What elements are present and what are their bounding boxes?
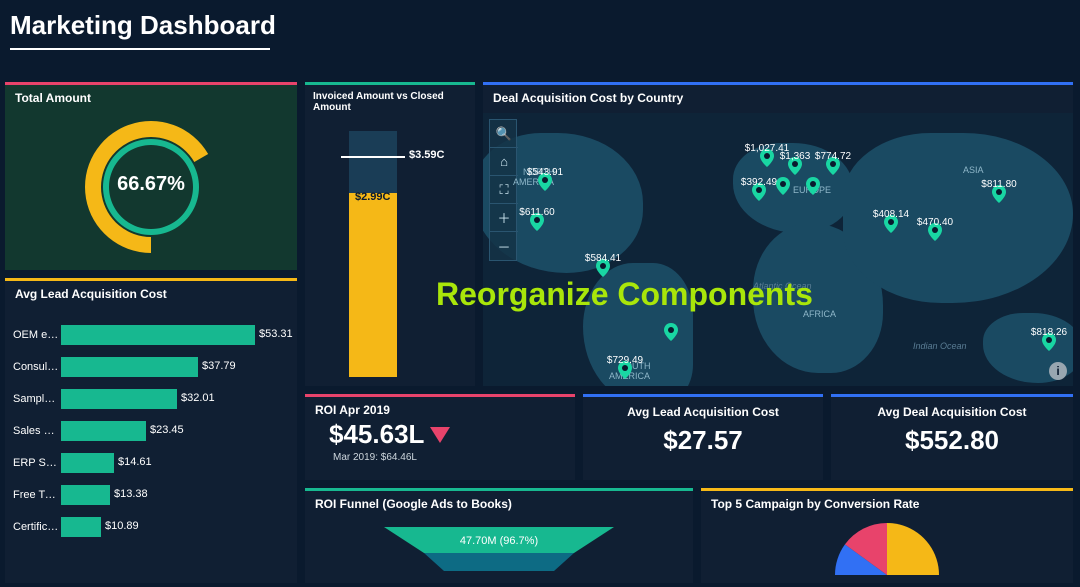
overlay-watermark: Reorganize Components	[436, 276, 813, 313]
title-underline	[10, 48, 270, 50]
bar-value: $14.61	[118, 456, 152, 468]
map-zoom-in-icon[interactable]: ＋	[490, 204, 518, 232]
bar-track: $32.01	[61, 389, 297, 409]
bar-label: Free Tutor..	[5, 489, 61, 501]
lead-bar-title: Avg Lead Acquisition Cost	[5, 281, 297, 319]
bar-fill	[61, 357, 198, 377]
bar-value: $32.01	[181, 392, 215, 404]
metric-deal-card: Avg Deal Acquisition Cost $552.80	[831, 394, 1073, 480]
invoiced-marker-line	[341, 156, 405, 158]
invoiced-title: Invoiced Amount vs Closed Amount	[305, 85, 475, 113]
map-body[interactable]: 🔍 ⌂ ⛶ ＋ － i Atlantic OceanIndian OceanNO…	[483, 113, 1073, 386]
top-campaign-body	[701, 511, 1073, 571]
metric-lead-card: Avg Lead Acquisition Cost $27.57	[583, 394, 823, 480]
continent-label: ASIA	[963, 165, 984, 175]
bar-value: $53.31	[259, 328, 293, 340]
invoiced-fill	[349, 193, 397, 377]
invoiced-body: $3.59C $2.99C	[305, 113, 475, 391]
funnel-chart: 47.70M (96.7%)	[369, 521, 629, 571]
map-pin-label: $818.26	[1031, 327, 1067, 338]
total-amount-donut: 66.67%	[5, 105, 297, 263]
roi-card: ROI Apr 2019 $45.63L Mar 2019: $64.46L	[305, 394, 575, 480]
map-info-icon[interactable]: i	[1049, 362, 1067, 380]
map-home-icon[interactable]: ⌂	[490, 148, 518, 176]
map-search-icon[interactable]: 🔍	[490, 120, 518, 148]
metric-deal-value: $552.80	[831, 419, 1073, 456]
map-pin-label: $774.72	[815, 151, 851, 162]
map-card: Deal Acquisition Cost by Country 🔍 ⌂ ⛶ ＋…	[483, 82, 1073, 386]
bar-label: Consulting..	[5, 361, 61, 373]
map-pin-label: $611.60	[519, 207, 554, 218]
funnel-card: ROI Funnel (Google Ads to Books) 47.70M …	[305, 488, 693, 583]
top-campaign-pie	[827, 515, 947, 575]
lead-bar-card: Avg Lead Acquisition Cost OEM e-bo.. $53.…	[5, 278, 297, 583]
bar-label: Certificat..	[5, 521, 61, 533]
bar-value: $13.38	[114, 488, 148, 500]
bar-value: $37.79	[202, 360, 236, 372]
bar-track: $23.45	[61, 421, 297, 441]
bar-label: ERP Sector	[5, 457, 61, 469]
bar-fill	[61, 453, 114, 473]
bar-track: $37.79	[61, 357, 297, 377]
bar-fill	[61, 389, 177, 409]
page-title: Marketing Dashboard	[10, 10, 276, 41]
metric-deal-title: Avg Deal Acquisition Cost	[831, 397, 1073, 419]
map-pin-label: $408.14	[873, 209, 909, 220]
trend-down-icon	[430, 427, 450, 443]
map-pin-label: $811.80	[981, 179, 1016, 190]
dashboard-root: { "page": { "title": "Marketing Dashboar…	[0, 0, 1080, 587]
bar-track: $13.38	[61, 485, 297, 505]
map-pin[interactable]	[806, 177, 820, 191]
funnel-title: ROI Funnel (Google Ads to Books)	[305, 491, 693, 511]
invoiced-card: Invoiced Amount vs Closed Amount $3.59C …	[305, 82, 475, 386]
map-title: Deal Acquisition Cost by Country	[483, 85, 1073, 105]
roi-subline: Mar 2019: $64.46L	[305, 450, 575, 463]
lead-bar-rows: OEM e-bo.. $53.31 Consulting.. $37.79 Sample…	[5, 319, 297, 543]
total-amount-title: Total Amount	[5, 85, 297, 105]
bar-fill	[61, 517, 101, 537]
total-amount-card: Total Amount 66.67%	[5, 82, 297, 270]
bar-row: ERP Sector $14.61	[5, 447, 297, 479]
top-campaign-title: Top 5 Campaign by Conversion Rate	[701, 491, 1073, 511]
bar-label: Sample G..	[5, 393, 61, 405]
map-pin-label: $543.91	[527, 167, 563, 178]
map-pin-label: $470.40	[917, 217, 953, 228]
bar-row: Consulting.. $37.79	[5, 351, 297, 383]
map-zoom-out-icon[interactable]: －	[490, 232, 518, 260]
bar-fill	[61, 421, 146, 441]
invoiced-fill-label: $2.99C	[355, 191, 390, 203]
bar-row: Sample G.. $32.01	[5, 383, 297, 415]
map-pin-label: $1,363	[780, 151, 811, 162]
map-pin-label: $584.41	[585, 253, 621, 264]
bar-row: OEM e-bo.. $53.31	[5, 319, 297, 351]
bar-label: Sales Verti..	[5, 425, 61, 437]
funnel-body: 47.70M (96.7%)	[305, 511, 693, 571]
donut-percent-label: 66.67%	[117, 173, 185, 196]
invoiced-marker-label: $3.59C	[409, 149, 444, 161]
bar-track: $14.61	[61, 453, 297, 473]
metric-lead-title: Avg Lead Acquisition Cost	[583, 397, 823, 419]
roi-value-row: $45.63L	[305, 417, 575, 450]
map-pin-label: $729.49	[607, 355, 643, 366]
bar-value: $23.45	[150, 424, 184, 436]
map-toolbar: 🔍 ⌂ ⛶ ＋ －	[489, 119, 517, 261]
bar-track: $10.89	[61, 517, 297, 537]
map-pin-label: $392.49	[741, 177, 777, 188]
map-pin[interactable]	[664, 323, 678, 337]
svg-text:47.70M (96.7%): 47.70M (96.7%)	[460, 535, 538, 547]
bar-fill	[61, 485, 110, 505]
metric-lead-value: $27.57	[583, 419, 823, 456]
roi-title: ROI Apr 2019	[305, 397, 575, 417]
top-campaign-card: Top 5 Campaign by Conversion Rate	[701, 488, 1073, 583]
roi-value: $45.63L	[329, 419, 424, 450]
bar-fill	[61, 325, 255, 345]
ocean-label: Indian Ocean	[913, 341, 967, 351]
map-pin[interactable]	[776, 177, 790, 191]
bar-row: Sales Verti.. $23.45	[5, 415, 297, 447]
bar-row: Certificat.. $10.89	[5, 511, 297, 543]
bar-label: OEM e-bo..	[5, 329, 61, 341]
bar-row: Free Tutor.. $13.38	[5, 479, 297, 511]
bar-value: $10.89	[105, 520, 139, 532]
bar-track: $53.31	[61, 325, 297, 345]
